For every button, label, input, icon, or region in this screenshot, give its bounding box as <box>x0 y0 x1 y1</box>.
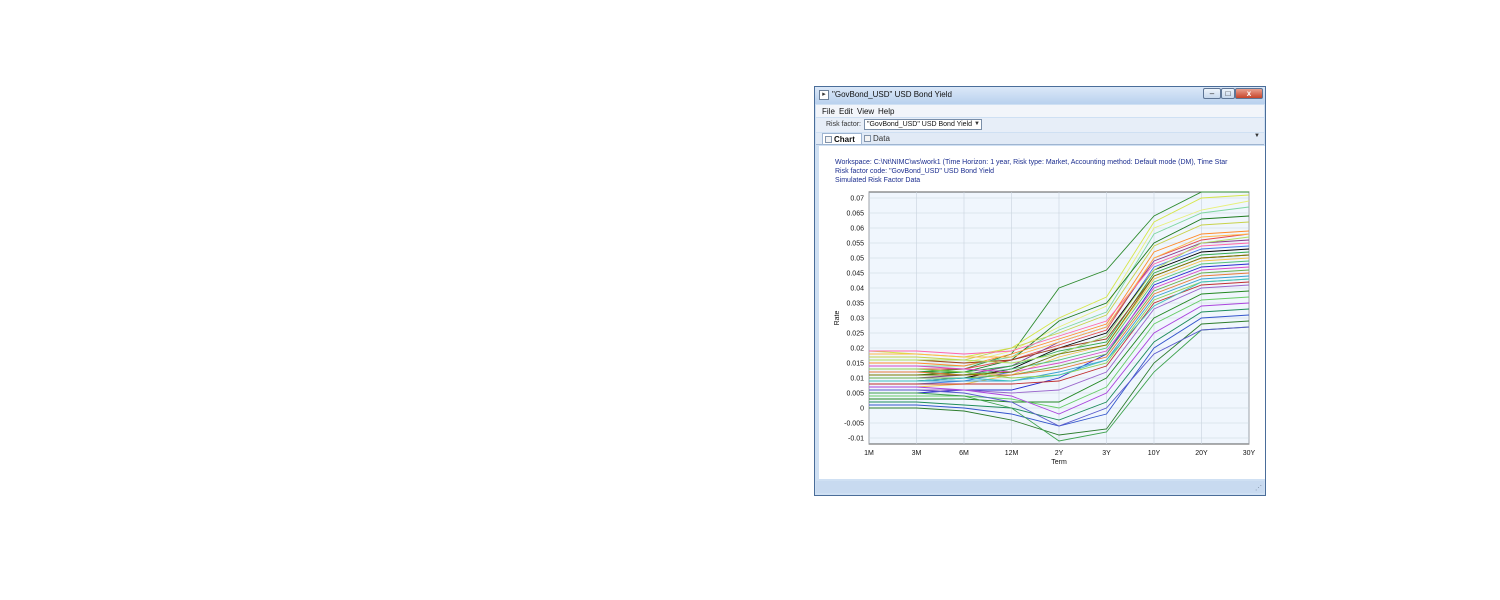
chart-panel: Workspace: C:\Nt\NIMC\ws\work1 (Time Hor… <box>819 146 1265 479</box>
series-line <box>869 206 1250 367</box>
y-tick-label: -0.005 <box>844 421 864 428</box>
series-line <box>869 257 1250 388</box>
series-line <box>869 278 1250 382</box>
series-line <box>869 326 1250 442</box>
x-tick-label: 20Y <box>1195 450 1208 457</box>
x-axis-label: Term <box>1051 459 1067 466</box>
y-tick-label: 0.015 <box>846 361 864 368</box>
y-tick-label: 0.03 <box>850 316 864 323</box>
series-line <box>869 281 1250 385</box>
y-tick-label: 0.055 <box>846 241 864 248</box>
series-line <box>869 233 1250 358</box>
chart-subtitle: Simulated Risk Factor Data <box>835 177 921 184</box>
risk-factor-window: ▸ "GovBond_USD" USD Bond Yield – □ x Fil… <box>814 86 1266 496</box>
yield-curve-chart: 0.07 0.065 0.06 0.055 0.05 0.045 0.04 0.035 0.03… <box>834 191 1256 466</box>
chevron-down-icon: ▼ <box>974 121 980 127</box>
series-line <box>869 284 1250 394</box>
series-line <box>869 263 1250 394</box>
chart-icon <box>825 136 832 143</box>
y-axis-label: Rate <box>834 311 841 326</box>
series-line <box>869 326 1250 427</box>
tab-data-label: Data <box>873 134 890 143</box>
y-tick-label: 0.04 <box>850 286 864 293</box>
tab-list-chevron-icon[interactable]: ▼ <box>1254 133 1260 139</box>
x-tick-label: 30Y <box>1243 450 1256 457</box>
x-tick-label: 1M <box>864 450 874 457</box>
series-line <box>869 215 1250 376</box>
series-line <box>869 290 1250 403</box>
series-line <box>869 275 1250 382</box>
series-line <box>869 272 1250 376</box>
workspace-info: Workspace: C:\Nt\NIMC\ws\work1 (Time Hor… <box>835 159 1228 166</box>
menu-bar: File Edit View Help <box>816 105 1264 117</box>
toolbar: Risk factor: "GovBond_USD" USD Bond Yiel… <box>816 118 1264 132</box>
y-tick-label: 0.06 <box>850 226 864 233</box>
y-tick-label: 0.065 <box>846 211 864 218</box>
x-tick-label: 3M <box>912 450 922 457</box>
y-tick-label: 0.045 <box>846 271 864 278</box>
x-tick-label: 12M <box>1005 450 1019 457</box>
menu-edit[interactable]: Edit <box>839 107 853 116</box>
tab-chart[interactable]: Chart <box>822 133 862 144</box>
status-bar: ⋰ <box>816 481 1264 493</box>
app-icon: ▸ <box>819 90 829 100</box>
window-title: "GovBond_USD" USD Bond Yield <box>832 90 952 99</box>
series-line <box>869 308 1250 421</box>
series-line <box>869 296 1250 409</box>
close-button[interactable]: x <box>1235 88 1263 99</box>
risk-factor-code: Risk factor code: "GovBond_USD" USD Bond… <box>835 168 995 175</box>
y-tick-label: 0.01 <box>850 376 864 383</box>
maximize-button[interactable]: □ <box>1221 88 1235 99</box>
risk-factor-label: Risk factor: <box>826 121 862 128</box>
series-line <box>869 191 1249 373</box>
tab-data[interactable]: Data <box>862 133 900 144</box>
series-line <box>869 233 1250 370</box>
y-tick-label: -0.01 <box>848 436 864 443</box>
series-line <box>869 230 1250 367</box>
tab-chart-label: Chart <box>834 135 855 144</box>
x-tick-label: 10Y <box>1148 450 1161 457</box>
x-tick-label: 3Y <box>1102 450 1111 457</box>
risk-factor-value: "GovBond_USD" USD Bond Yield <box>867 121 972 128</box>
y-tick-label: 0 <box>860 406 864 413</box>
minimize-button[interactable]: – <box>1203 88 1221 99</box>
series-line <box>869 266 1250 373</box>
title-bar[interactable]: ▸ "GovBond_USD" USD Bond Yield – □ x <box>815 87 1265 104</box>
y-tick-label: 0.025 <box>846 331 864 338</box>
tab-bar: Chart Data ▼ <box>816 133 1264 145</box>
y-tick-label: 0.07 <box>850 196 864 203</box>
menu-help[interactable]: Help <box>878 107 895 116</box>
series-line <box>869 320 1250 436</box>
series-line <box>869 269 1250 379</box>
y-tick-label: 0.005 <box>846 391 864 398</box>
risk-factor-select[interactable]: "GovBond_USD" USD Bond Yield ▼ <box>864 119 982 130</box>
series-line <box>869 251 1250 373</box>
grid-icon <box>864 135 871 142</box>
y-tick-label: 0.035 <box>846 301 864 308</box>
x-tick-label: 6M <box>959 450 969 457</box>
series-line <box>869 221 1250 361</box>
series-line <box>869 302 1250 415</box>
series-line <box>869 254 1250 376</box>
menu-file[interactable]: File <box>822 107 835 116</box>
x-tick-label: 2Y <box>1055 450 1064 457</box>
y-tick-label: 0.05 <box>850 256 864 263</box>
y-tick-label: 0.02 <box>850 346 864 353</box>
resize-grip-icon[interactable]: ⋰ <box>1255 485 1262 492</box>
menu-view[interactable]: View <box>857 107 875 116</box>
